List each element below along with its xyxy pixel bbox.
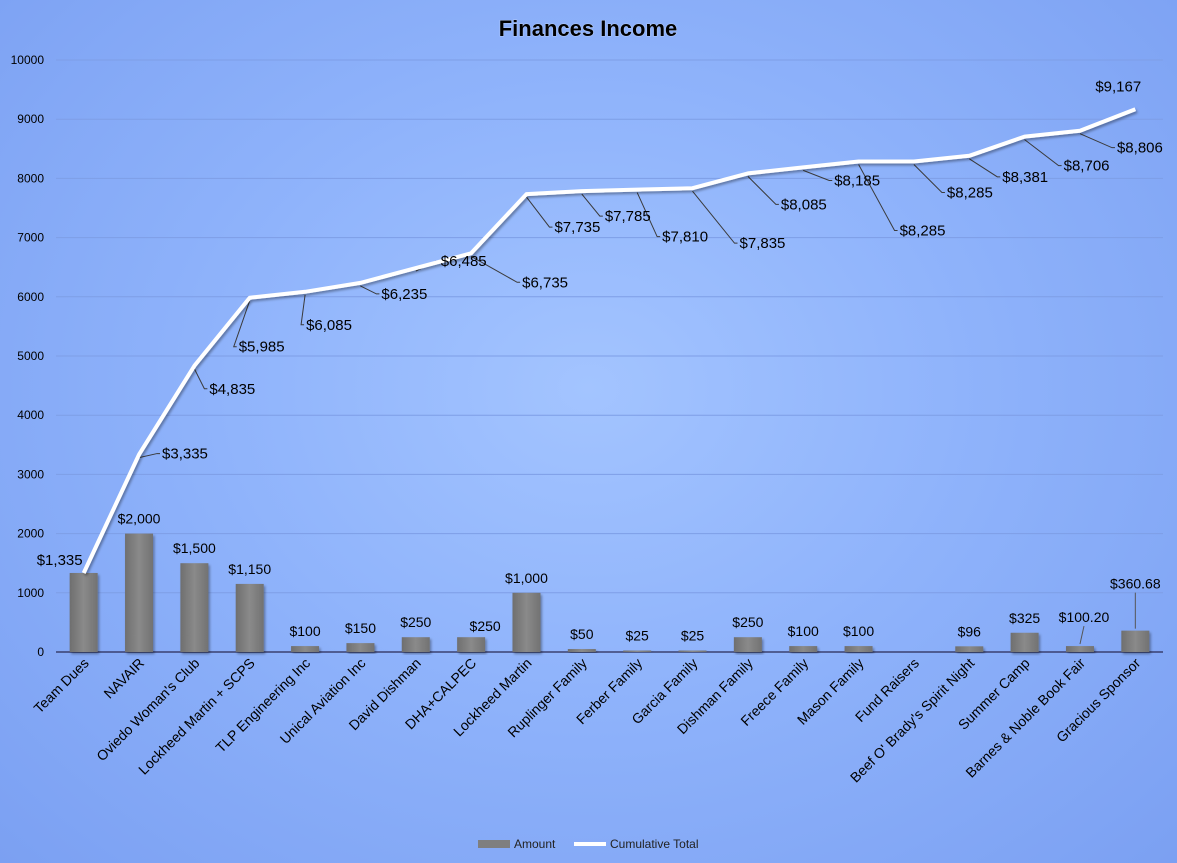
- cumulative-value-label: $1,335: [37, 552, 83, 569]
- bar-value-label: $360.68: [1110, 576, 1161, 592]
- bar: [125, 533, 154, 652]
- bar: [180, 563, 209, 652]
- bar-value-label: $25: [681, 628, 705, 644]
- cumulative-value-label: $8,285: [900, 223, 946, 240]
- x-category-label: Oviedo Woman's Club: [93, 655, 202, 764]
- y-tick-label: 9000: [17, 112, 44, 126]
- bar-value-label: $1,000: [505, 570, 548, 586]
- bar: [789, 646, 818, 652]
- bar-value-label: $100: [289, 623, 320, 639]
- y-tick-label: 0: [37, 645, 44, 659]
- leader-line: [1079, 625, 1085, 645]
- y-tick-label: 1000: [17, 586, 44, 600]
- leader-line: [233, 300, 251, 348]
- y-tick-label: 8000: [17, 171, 44, 185]
- y-tick-label: 2000: [17, 527, 44, 541]
- cumulative-value-label: $8,381: [1002, 169, 1048, 186]
- bar-value-label: $100: [843, 623, 874, 639]
- leader-line: [526, 196, 553, 228]
- chart-legend: Amount Cumulative Total: [478, 837, 699, 851]
- leader-line: [300, 294, 306, 326]
- bar-value-label: $325: [1009, 610, 1040, 626]
- x-category-label: Team Dues: [30, 655, 91, 716]
- cumulative-value-label: $8,806: [1117, 140, 1163, 157]
- bar-value-label: $50: [570, 626, 594, 642]
- bar: [844, 646, 873, 652]
- bar-value-label: $2,000: [118, 511, 161, 527]
- legend-label-amount: Amount: [514, 837, 556, 851]
- cumulative-value-label: $7,835: [740, 235, 786, 252]
- cumulative-value-label: $3,335: [162, 446, 208, 463]
- bar: [1010, 632, 1039, 652]
- bar: [457, 637, 486, 652]
- legend-label-cumulative: Cumulative Total: [610, 837, 699, 851]
- bar-value-label: $250: [732, 614, 763, 630]
- bar: [955, 646, 984, 652]
- legend-swatch-cumulative: [574, 842, 606, 846]
- bar-value-label: $100: [788, 623, 819, 639]
- cumulative-value-label: $9,167: [1095, 78, 1141, 95]
- bar: [623, 650, 652, 652]
- leader-line: [858, 164, 898, 232]
- x-category-label: TLP Engineering Inc: [212, 655, 313, 756]
- cumulative-value-label: $7,810: [662, 229, 708, 246]
- y-tick-label: 10000: [11, 53, 45, 67]
- cumulative-value-label: $8,285: [947, 185, 993, 202]
- leader-line: [470, 255, 521, 283]
- leader-line: [1024, 139, 1062, 167]
- bar-value-label: $250: [400, 614, 431, 630]
- bar: [733, 637, 762, 652]
- y-tick-label: 7000: [17, 231, 44, 245]
- bar-value-label: $1,500: [173, 540, 216, 556]
- cumulative-value-label: $6,485: [441, 253, 487, 270]
- cumulative-value-label: $8,706: [1064, 158, 1110, 175]
- leader-line: [636, 192, 661, 238]
- leader-line: [581, 193, 603, 217]
- bar: [346, 643, 375, 652]
- leader-line: [803, 169, 833, 181]
- bar-value-label: $100.20: [1059, 609, 1110, 625]
- cumulative-value-label: $4,835: [209, 381, 255, 398]
- bar: [291, 646, 320, 652]
- bar-value-label: $1,150: [228, 561, 271, 577]
- bar: [69, 572, 98, 652]
- bar: [1121, 630, 1150, 652]
- legend-swatch-amount: [478, 840, 510, 848]
- cumulative-value-label: $6,735: [522, 274, 568, 291]
- leader-line: [747, 176, 779, 205]
- bar-value-label: $250: [470, 618, 501, 634]
- cumulative-value-label: $8,085: [781, 196, 827, 213]
- bar-value-label: $25: [625, 628, 649, 644]
- leader-line: [360, 285, 380, 295]
- leader-line: [913, 164, 945, 194]
- y-tick-label: 3000: [17, 467, 44, 481]
- cumulative-line: [81, 107, 1137, 574]
- cumulative-value-label: $8,185: [834, 172, 880, 189]
- y-tick-label: 6000: [17, 290, 44, 304]
- cumulative-value-label: $5,985: [239, 339, 285, 356]
- cumulative-value-label: $7,785: [605, 208, 651, 225]
- cumulative-value-label: $7,735: [554, 219, 600, 236]
- x-category-label: NAVAIR: [100, 655, 147, 702]
- y-tick-label: 5000: [17, 349, 44, 363]
- cumulative-value-label: $6,085: [306, 317, 352, 334]
- leader-line: [1079, 133, 1115, 149]
- bar: [678, 650, 707, 652]
- leader-line: [969, 158, 1001, 178]
- bar-value-label: $150: [345, 620, 376, 636]
- chart-title: Finances Income: [499, 16, 678, 41]
- bar: [235, 583, 264, 652]
- leader-line: [692, 190, 738, 244]
- leader-line: [193, 368, 208, 390]
- cumulative-value-label: $6,235: [381, 286, 427, 303]
- bar: [1065, 646, 1094, 652]
- bar: [512, 592, 541, 652]
- y-tick-label: 4000: [17, 408, 44, 422]
- bar: [567, 649, 596, 652]
- bar-value-label: $96: [958, 623, 982, 639]
- leader-line: [138, 453, 161, 459]
- bar: [401, 637, 430, 652]
